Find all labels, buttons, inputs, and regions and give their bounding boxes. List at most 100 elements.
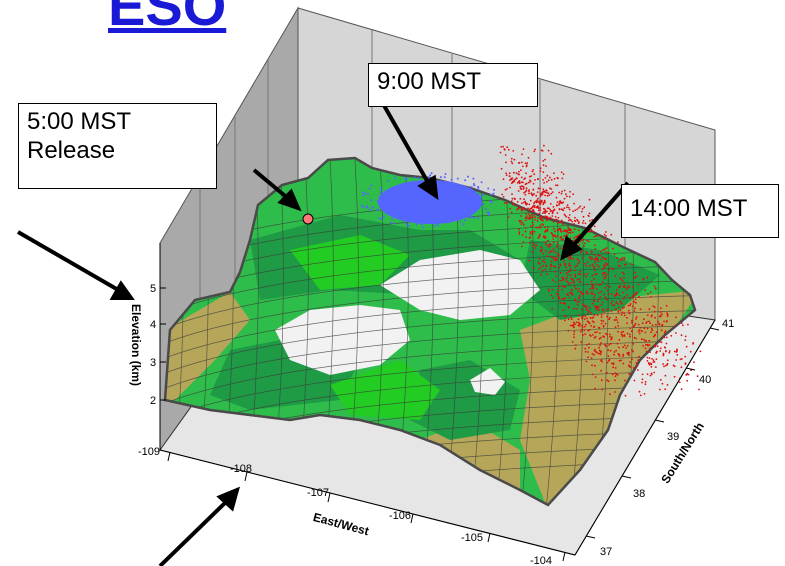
plume-14pm-particle: [546, 239, 549, 242]
plume-14pm-particle: [512, 202, 515, 205]
plume-14pm-particle: [551, 256, 554, 259]
plume-14pm-particle: [600, 258, 603, 261]
plume-14pm-particle: [554, 281, 557, 283]
plume-9am-particle: [399, 193, 402, 196]
plume-14pm-particle: [555, 275, 558, 278]
plume-14pm-particle: [617, 310, 620, 312]
plume-14pm-particle: [663, 365, 665, 368]
plume-14pm-particle: [653, 310, 656, 313]
plume-14pm-particle: [648, 344, 651, 346]
plume-9am-particle: [438, 216, 441, 219]
plume-14pm-particle: [515, 172, 518, 174]
plume-14pm-particle: [614, 375, 617, 378]
plume-14pm-particle: [521, 234, 524, 236]
plume-14pm-particle: [553, 265, 555, 268]
plume-14pm-particle: [622, 286, 625, 288]
plume-14pm-particle: [505, 174, 508, 177]
plume-14pm-particle: [540, 199, 543, 202]
plume-14pm-particle: [588, 240, 590, 243]
plume-14pm-particle: [653, 371, 656, 374]
plume-9am-particle: [456, 200, 459, 203]
plume-14pm-particle: [570, 282, 573, 285]
plume-9am-particle: [389, 205, 392, 208]
plume-14pm-particle: [563, 315, 566, 317]
title-link[interactable]: ESO: [108, 0, 227, 37]
plume-14pm-particle: [518, 173, 520, 176]
plume-14pm-particle: [525, 172, 527, 175]
plume-14pm-particle: [607, 308, 610, 310]
plume-9am-particle: [408, 225, 411, 227]
plume-14pm-particle: [612, 268, 615, 271]
plume-14pm-particle: [637, 323, 640, 326]
plume-14pm-particle: [615, 289, 618, 291]
plume-14pm-particle: [637, 369, 639, 371]
plume-14pm-particle: [545, 250, 547, 252]
plume-14pm-particle: [561, 279, 564, 282]
plume-9am-particle: [493, 188, 495, 191]
elevation-axis-title: Elevation (km): [129, 304, 143, 386]
plume-14pm-particle: [534, 216, 536, 219]
plume-14pm-particle: [525, 164, 528, 167]
plume-14pm-particle: [588, 198, 591, 201]
plume-14pm-particle: [568, 262, 571, 265]
plume-9am-particle: [461, 207, 464, 210]
plume-14pm-particle: [591, 291, 593, 293]
plume-14pm-particle: [568, 195, 571, 198]
plume-14pm-particle: [613, 253, 616, 256]
plume-14pm-particle: [521, 153, 523, 156]
plume-14pm-particle: [577, 273, 580, 275]
plume-14pm-particle: [615, 293, 617, 296]
plume-14pm-particle: [633, 379, 636, 382]
plume-14pm-particle: [626, 332, 629, 335]
plume-14pm-particle: [548, 212, 550, 215]
plume-14pm-particle: [551, 288, 554, 291]
plume-14pm-particle: [596, 258, 599, 261]
plume-14pm-particle: [617, 330, 619, 333]
plume-14pm-particle: [654, 366, 657, 368]
plume-14pm-particle: [551, 212, 554, 215]
plume-14pm-particle: [632, 342, 635, 345]
plume-14pm-particle: [574, 347, 577, 350]
plume-14pm-particle: [660, 329, 663, 332]
plume-14pm-particle: [579, 323, 581, 326]
plume-14pm-particle: [633, 300, 636, 303]
plume-14pm-particle: [505, 172, 507, 175]
plume-14pm-particle: [637, 283, 640, 286]
ew-tick-106: -106: [389, 510, 411, 522]
plume-14pm-particle: [587, 351, 589, 353]
plume-14pm-particle: [606, 289, 609, 292]
plume-14pm-particle: [542, 236, 545, 238]
plume-14pm-particle: [593, 314, 596, 316]
plume-14pm-particle: [639, 308, 642, 311]
plume-14pm-particle: [539, 209, 542, 211]
plume-14pm-particle: [617, 346, 620, 349]
plume-14pm-particle: [542, 201, 545, 204]
plume-14pm-particle: [549, 244, 552, 247]
plume-14pm-particle: [582, 334, 584, 336]
plume-9am-particle: [418, 197, 421, 200]
plume-14pm-particle: [611, 373, 614, 375]
plume-14pm-particle: [518, 170, 520, 173]
plume-14pm-particle: [550, 232, 553, 234]
plume-14pm-particle: [605, 284, 608, 287]
plume-14pm-particle: [562, 173, 565, 176]
plume-14pm-particle: [522, 185, 524, 188]
plume-14pm-particle: [600, 369, 602, 372]
plume-9am-particle: [487, 211, 490, 214]
plume-14pm-particle: [586, 272, 589, 275]
plume-14pm-particle: [610, 267, 612, 269]
plume-14pm-particle: [647, 292, 649, 295]
plume-14pm-particle: [602, 268, 604, 270]
plume-14pm-particle: [594, 257, 597, 260]
plume-14pm-particle: [606, 379, 608, 382]
plume-9am-particle: [444, 173, 447, 175]
plume-14pm-particle: [630, 330, 633, 333]
plume-14pm-particle: [538, 257, 541, 260]
plume-14pm-particle: [503, 201, 506, 204]
plume-14pm-particle: [558, 200, 561, 203]
plume-14pm-particle: [548, 290, 550, 292]
plume-14pm-particle: [619, 309, 622, 312]
plume-14pm-particle: [543, 258, 545, 261]
plume-14pm-particle: [520, 202, 523, 205]
plume-14pm-particle: [611, 300, 614, 303]
